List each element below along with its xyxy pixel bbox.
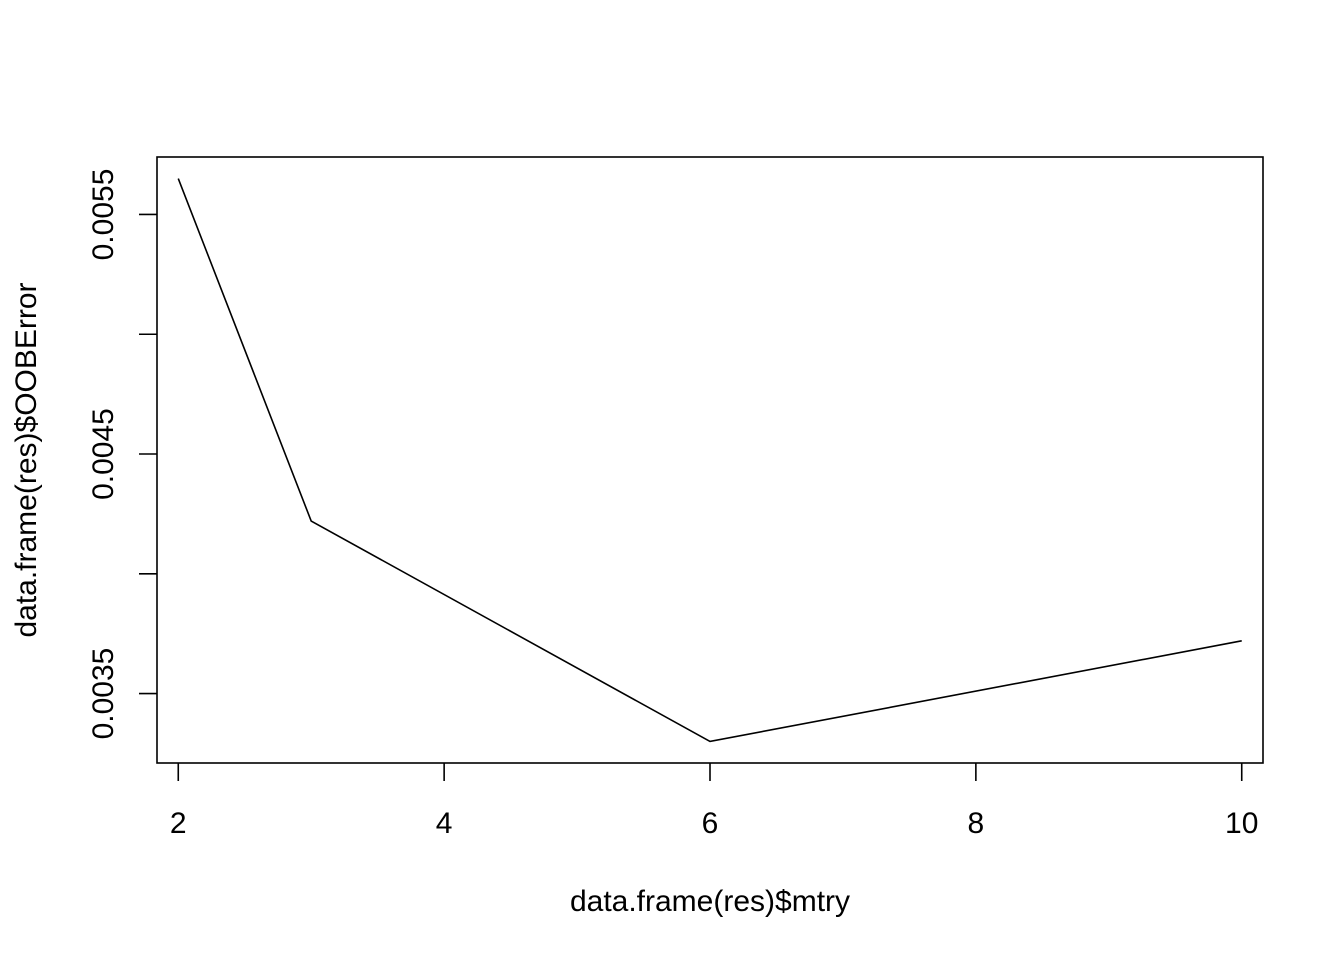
x-axis: 2 4 6 8 10 [170, 763, 1258, 840]
x-tick-label: 2 [170, 807, 187, 840]
y-axis: 0.0035 0.0045 0.0055 [87, 169, 157, 740]
x-tick-label: 10 [1225, 807, 1258, 840]
plot-frame [156, 156, 1264, 764]
series-line [177, 178, 1242, 743]
x-tick-label: 4 [436, 807, 453, 840]
y-tick-label: 0.0035 [87, 648, 120, 740]
y-axis-label: data.frame(res)$OOBError [10, 282, 43, 637]
y-tick-label: 0.0045 [87, 408, 120, 500]
x-tick-label: 6 [702, 807, 719, 840]
x-tick-label: 8 [968, 807, 985, 840]
x-axis-label: data.frame(res)$mtry [570, 885, 850, 918]
y-tick-label: 0.0055 [87, 169, 120, 261]
